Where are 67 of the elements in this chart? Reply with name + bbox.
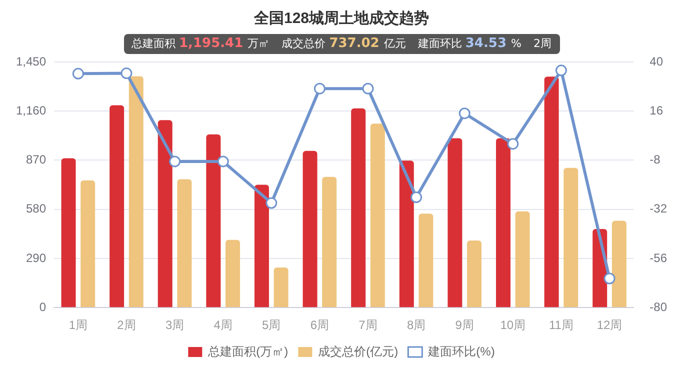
bar (448, 138, 462, 308)
bar (177, 179, 192, 308)
point (458, 108, 470, 120)
bar (612, 220, 626, 308)
bar (564, 168, 578, 308)
bar (322, 176, 337, 308)
y2-tick-label: -80 (650, 300, 668, 314)
x-tick-label: 9周 (455, 318, 474, 332)
text: 建面环比 34.53 % (418, 36, 522, 51)
y2-tick-label: -32 (650, 202, 668, 216)
bar (496, 138, 510, 308)
bar (302, 150, 318, 308)
y-tick-label: 1,450 (16, 54, 46, 68)
bar (110, 105, 124, 308)
y-tick-label: 290 (26, 250, 46, 265)
x-tick-label: 12周 (596, 318, 622, 332)
text: 2周 (534, 37, 552, 50)
x-tick-label: 8周 (406, 318, 426, 332)
y-tick-label: 870 (26, 152, 46, 167)
bar (61, 158, 76, 308)
point (604, 272, 616, 284)
bar (370, 124, 385, 308)
text: 成交总价 737.02 亿元 (282, 36, 406, 51)
x-tick-label: 2周 (117, 318, 136, 332)
y-tick-label: 580 (26, 202, 46, 216)
text: 总建面积 1,195.41 万㎡ (132, 36, 270, 51)
bar (515, 211, 530, 308)
bar (158, 120, 172, 308)
bar (80, 180, 96, 308)
legend-label: 成交总价(亿元) (318, 344, 398, 358)
y2-tick-label: 16 (650, 103, 664, 118)
bar (206, 134, 221, 308)
point (555, 64, 567, 76)
point (72, 68, 84, 80)
bar (351, 108, 366, 308)
x-tick-label: 6周 (310, 318, 330, 332)
x-tick-label: 11周 (548, 318, 574, 332)
bar (128, 76, 144, 308)
point (362, 82, 374, 94)
point (314, 82, 326, 94)
bar (399, 160, 414, 308)
y-tick-label: 0 (39, 300, 46, 314)
chart-title: 全国128城周土地成交趋势 (252, 9, 430, 28)
point (507, 138, 519, 150)
legend-label: 总建面积(万㎡) (207, 344, 288, 358)
point (169, 156, 181, 168)
x-tick-label: 10周 (500, 318, 526, 332)
legend-label: 建面环比(%) (427, 344, 495, 358)
x-tick-label: 4周 (214, 318, 232, 332)
bar (226, 240, 240, 308)
y2-tick-label: 40 (650, 54, 664, 68)
y-tick-label: 1,160 (16, 103, 46, 118)
bar (544, 76, 559, 308)
x-tick-label: 3周 (165, 318, 184, 332)
point (266, 197, 278, 209)
x-tick-label: 1周 (68, 318, 88, 332)
point (410, 192, 422, 204)
y2-tick-label: -56 (650, 250, 668, 265)
x-tick-label: 7周 (358, 318, 378, 332)
bar (274, 267, 288, 308)
point (120, 68, 132, 80)
bar (467, 240, 482, 308)
y2-tick-label: -8 (650, 152, 661, 167)
bar (418, 214, 434, 308)
point (217, 156, 229, 168)
x-tick-label: 5周 (262, 318, 281, 332)
bar (254, 184, 269, 308)
